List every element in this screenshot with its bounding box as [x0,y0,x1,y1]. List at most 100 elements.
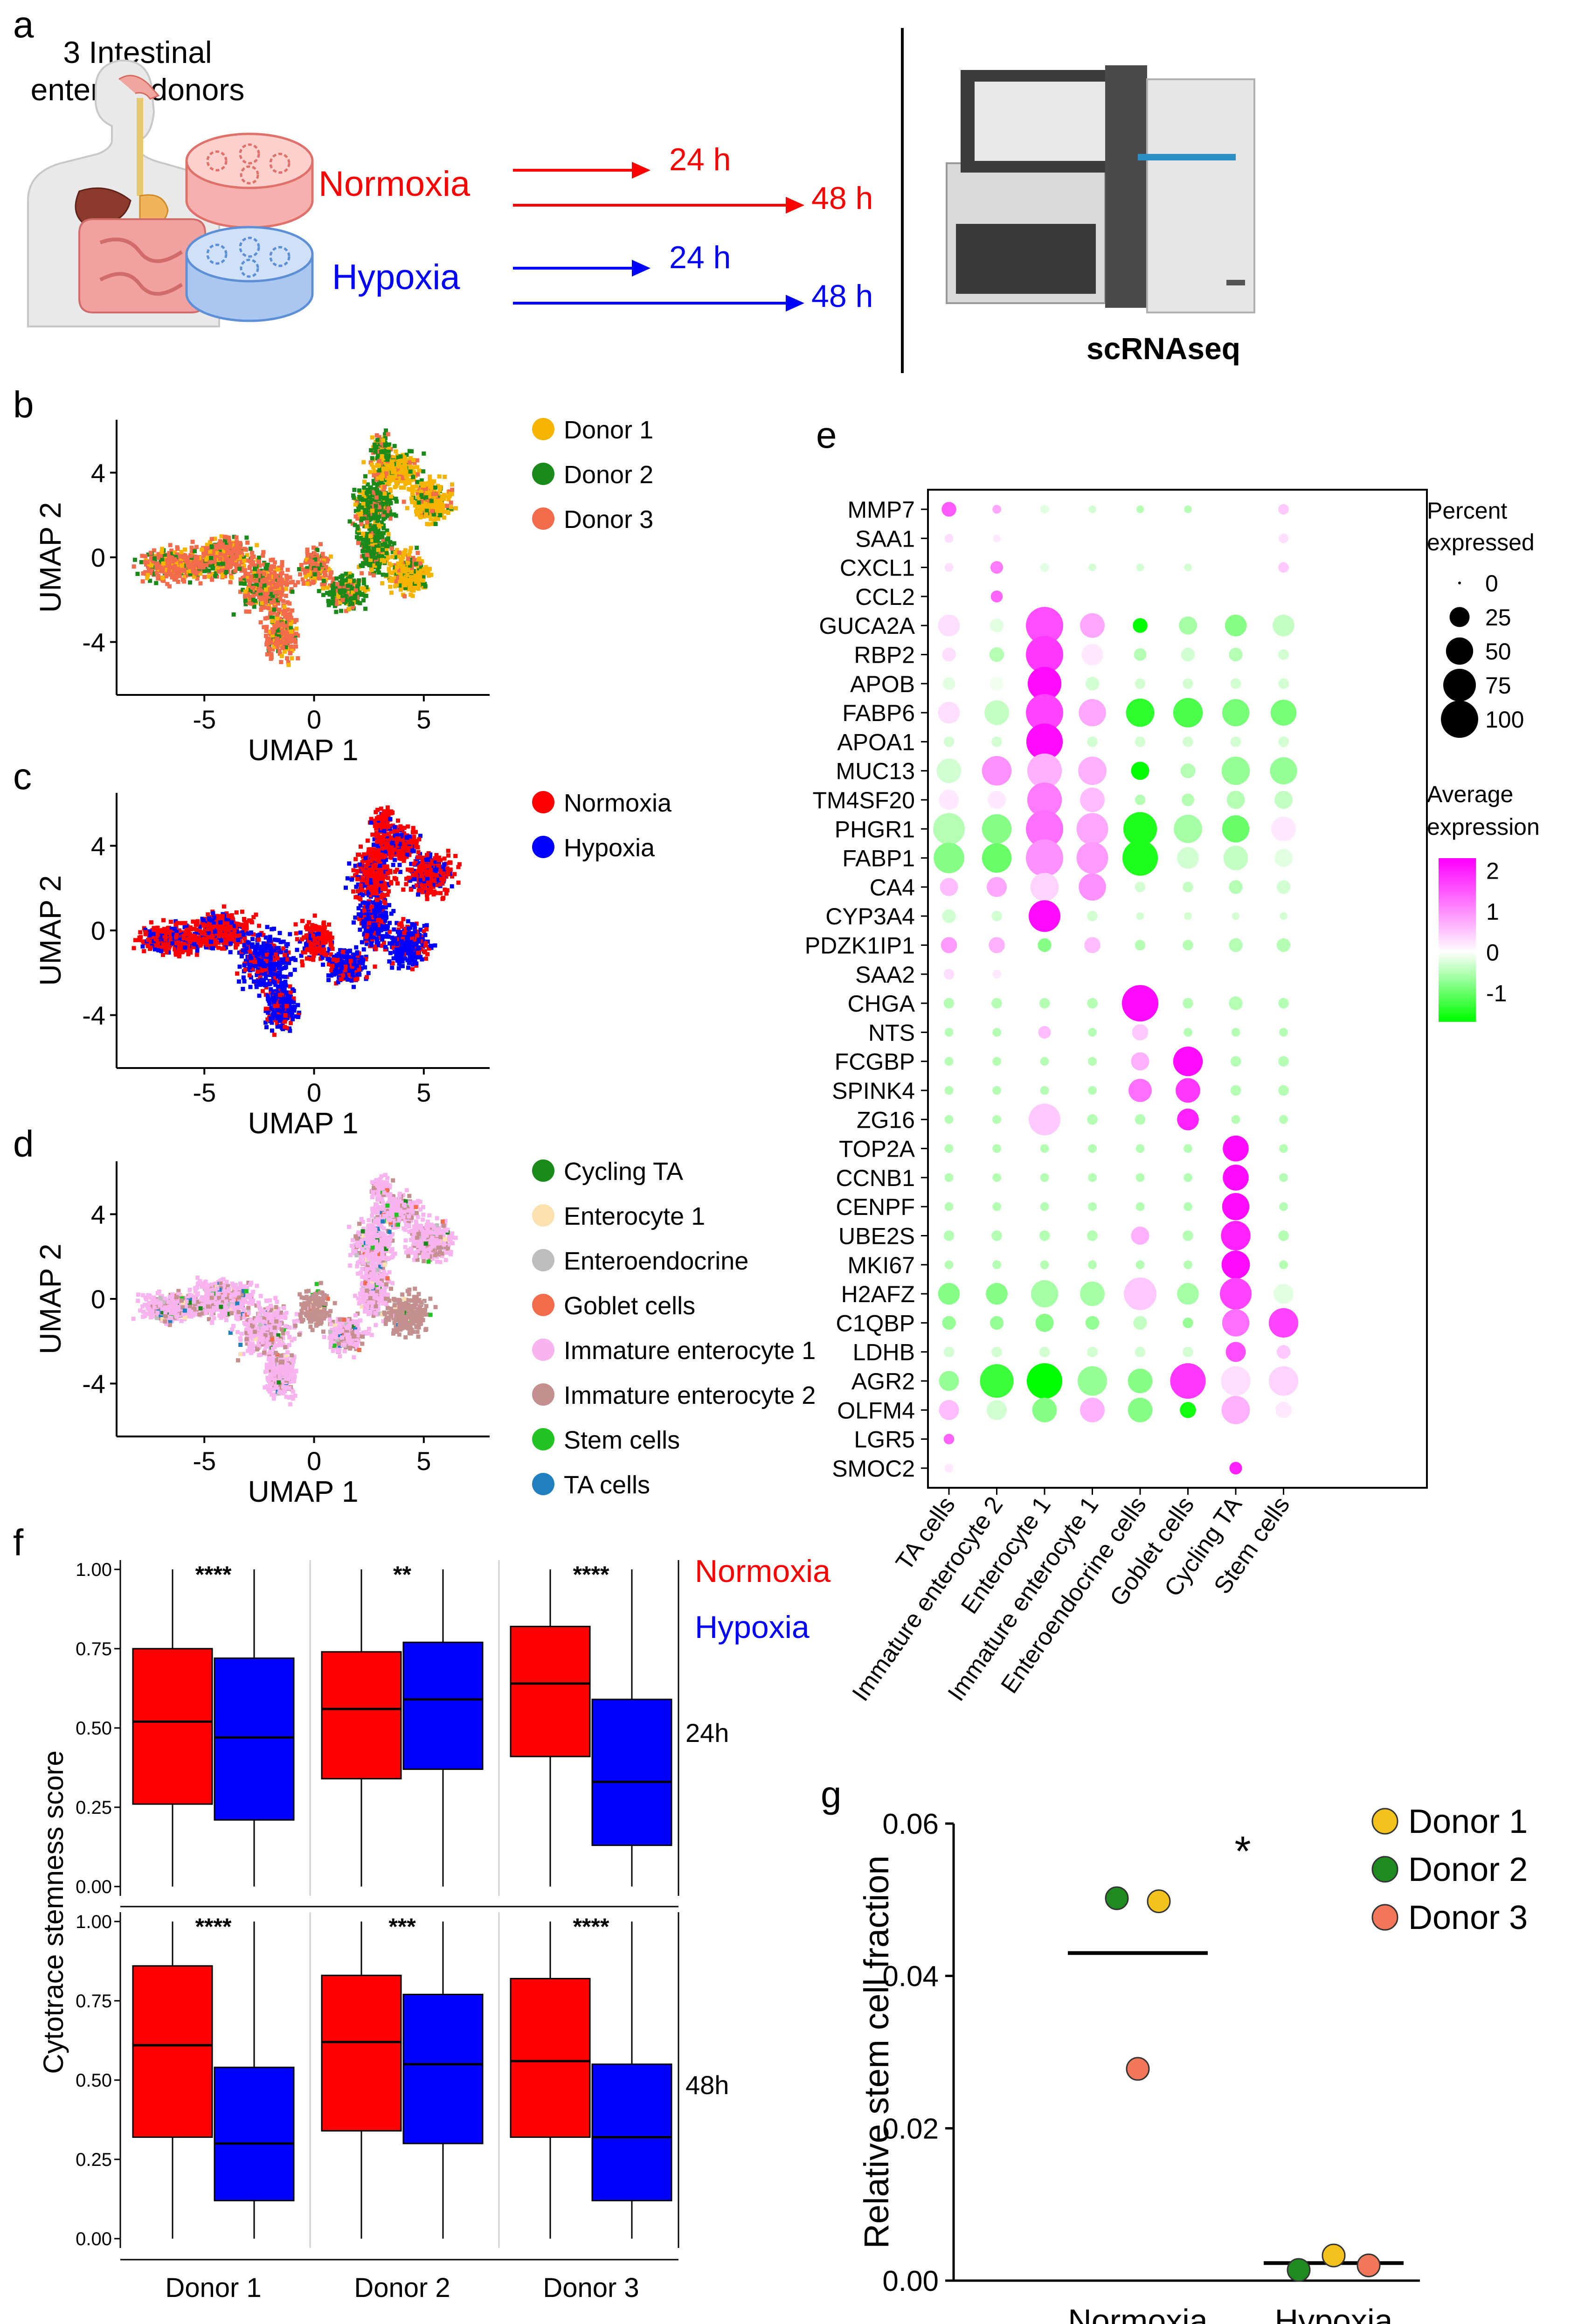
umap-point [219,923,223,927]
umap-point [271,599,276,604]
umap-point [205,943,209,947]
umap-point [168,543,173,548]
umap-point [317,576,322,581]
umap-point [265,637,270,641]
umap-point [285,613,290,617]
umap-point [324,565,328,569]
umap-point [199,938,203,943]
umap-point [175,552,180,557]
umap-point [421,575,426,580]
umap-point [384,573,388,577]
umap-point [338,589,342,593]
umap-point [325,591,329,596]
umap-point [328,590,333,595]
umap-point [154,934,159,938]
umap-point [397,464,401,469]
umap-point [256,589,261,593]
umap-point [233,549,237,554]
umap-point [385,458,390,462]
umap-point [190,548,194,552]
umap-point [360,564,365,568]
umap-point [233,569,237,573]
umap-point [292,618,297,623]
umap-point [391,478,395,482]
umap-point [408,463,412,468]
umap-point [268,973,273,977]
umap-point [420,559,424,563]
umap-point [381,539,386,543]
umap-point [228,926,233,931]
umap-point [246,587,250,591]
umap-point [166,930,170,935]
umap-point [371,573,376,577]
umap-point [145,573,150,577]
umap-point [275,628,280,633]
umap-point [311,569,315,574]
umap-point [277,652,282,656]
umap-point [385,468,389,472]
umap-point [275,636,280,641]
umap-point [370,508,374,513]
umap-point [412,460,417,465]
umap-point [429,517,433,521]
umap-point [364,524,369,529]
umap-point [239,560,244,564]
umap-point [174,933,179,937]
umap-point [305,557,309,562]
umap-point [275,639,280,644]
umap-point [176,567,181,572]
umap-point [374,504,378,508]
umap-point [182,925,187,930]
umap-point [277,608,282,612]
umap-point [373,516,377,520]
umap-point [207,574,211,579]
umap-point [200,931,204,936]
umap-point [279,566,284,571]
legend-label: Donor 3 [564,506,653,534]
umap-point [154,570,159,575]
umap-point [353,600,357,604]
umap-point [353,514,358,519]
umap-point [343,600,348,604]
umap-point [263,949,267,953]
umap-point [288,932,292,937]
umap-point [246,578,250,583]
umap-point [394,496,398,501]
umap-point [420,582,424,586]
umap-point [181,553,186,557]
umap-point [401,499,406,504]
umap-point [289,995,293,999]
umap-point [415,551,420,555]
umap-point [350,590,355,595]
umap-point [223,574,228,579]
umap-point [383,436,388,440]
umap-point [195,919,200,923]
umap-point [394,548,399,552]
umap-point [366,550,370,555]
umap-point [251,597,256,602]
umap-point [220,574,225,578]
umap-point [365,562,369,566]
umap-point [243,571,248,576]
umap-point [275,616,279,621]
umap-point [225,541,229,545]
umap-point [237,923,242,927]
umap-point [206,912,210,917]
umap-point [355,590,360,595]
umap-point [224,929,228,934]
umap-point [248,547,253,551]
panel-label-g: g [821,1774,842,1815]
umap-point [175,547,180,551]
umap-point [242,932,246,937]
umap-point [386,532,391,536]
umap-point [364,540,368,544]
umap-point [278,597,283,601]
umap-point [373,555,378,560]
umap-point [272,570,277,575]
umap-point [380,477,384,481]
umap-point [261,941,266,946]
umap-point [408,549,412,554]
umap-point [249,944,254,949]
umap-point [249,920,254,924]
umap-point [272,607,277,612]
